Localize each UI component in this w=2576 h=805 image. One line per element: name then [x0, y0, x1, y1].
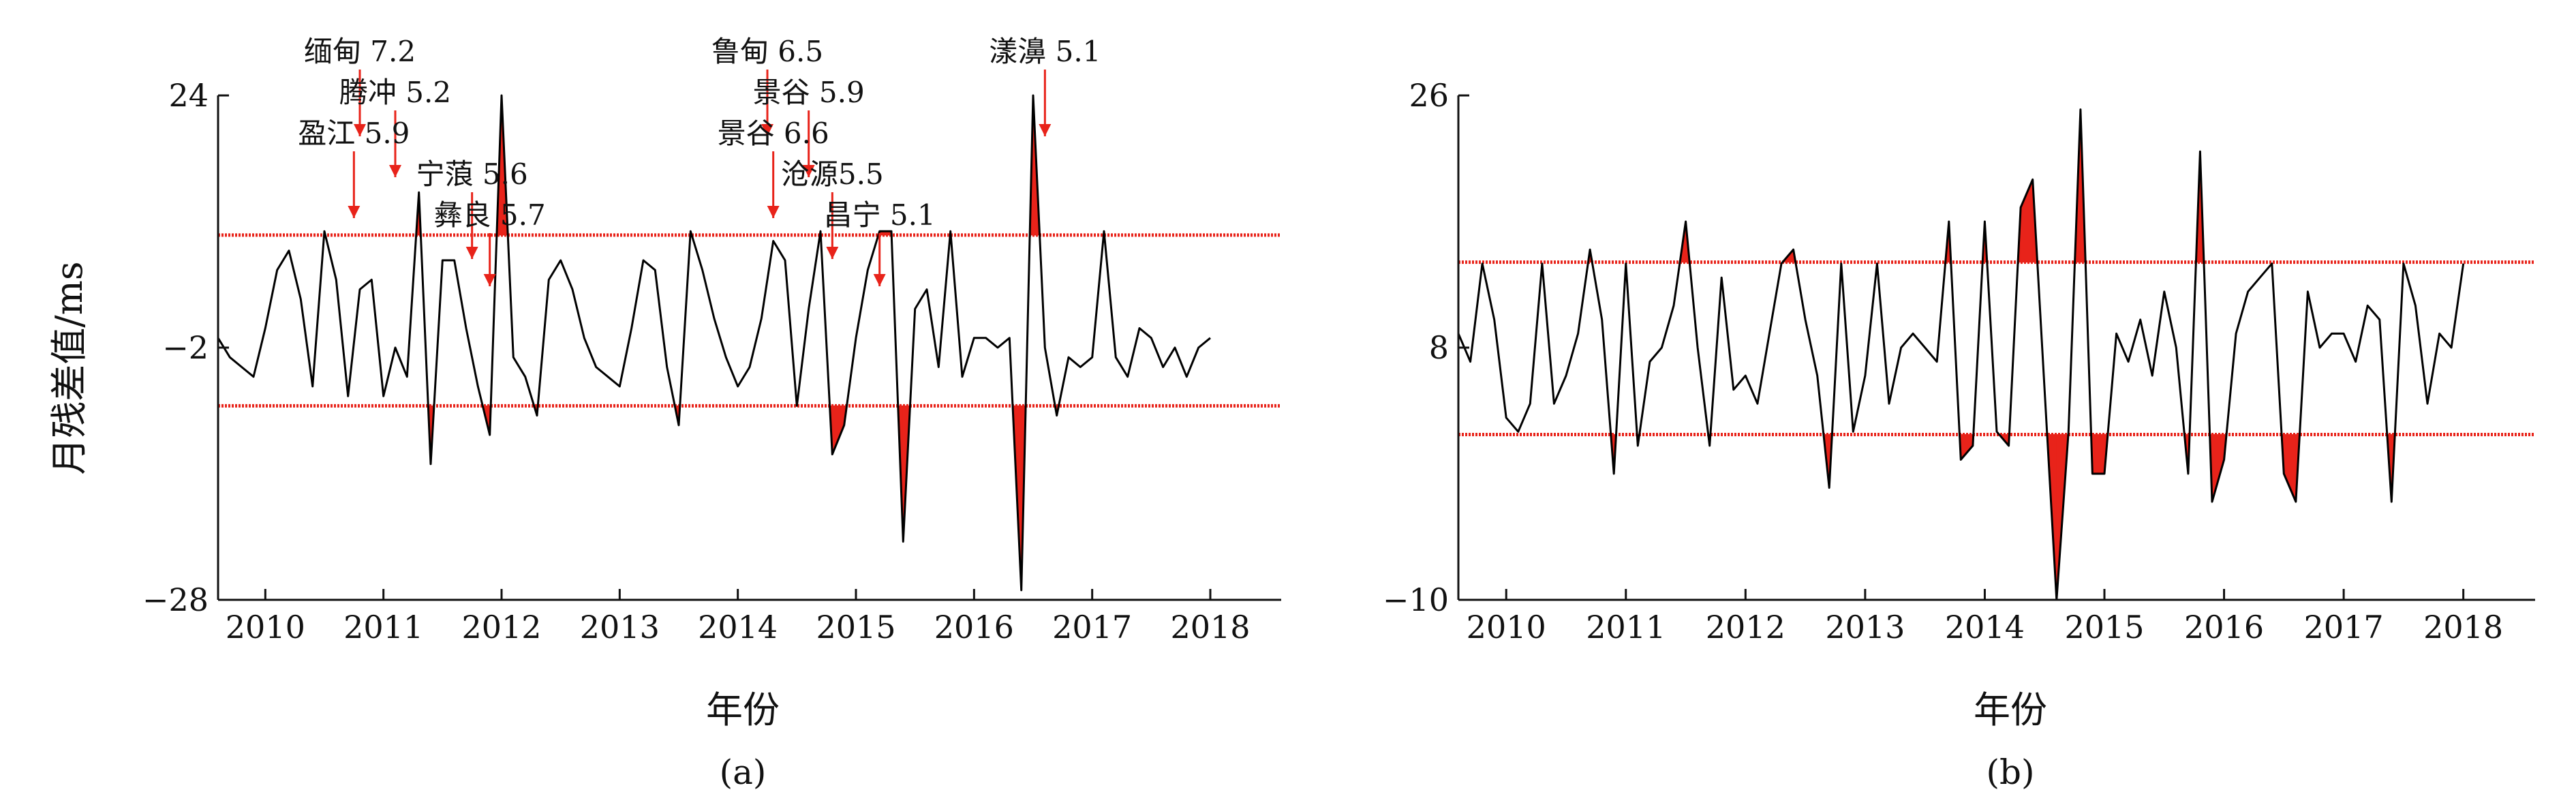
- event-arrow-head: [802, 165, 815, 177]
- y-tick-label: 8: [1429, 329, 1449, 366]
- panel-a-x-axis-label: 年份: [706, 688, 780, 731]
- panel-b-axes: 26 8 −10 2010 2011 2012 2013 2014 2015 2016 2017 20…: [1383, 77, 2535, 645]
- residual-series-line: [217, 94, 1211, 592]
- y-tick-label: −2: [162, 329, 209, 366]
- event-arrow-head: [761, 124, 773, 136]
- event-annotation-label: 昌宁 5.1: [824, 198, 936, 232]
- panel-b-x-axis-label: 年份: [1974, 688, 2047, 731]
- x-tick-label: 2018: [2423, 609, 2503, 645]
- x-tick-label: 2016: [934, 609, 1014, 645]
- event-annotation-label: 盈江 5.9: [298, 117, 410, 150]
- event-annotation-label: 鲁甸 6.5: [711, 35, 823, 68]
- panel-a-label: (a): [720, 753, 767, 792]
- y-tick-label: 24: [168, 77, 209, 114]
- event-annotation-label: 彝良 5.7: [434, 198, 546, 232]
- panel-b-series: [1457, 108, 2465, 601]
- panel-b: 26 8 −10 2010 2011 2012 2013 2014 2015 2016 2017 20…: [1383, 77, 2535, 792]
- x-tick-label: 2011: [1586, 609, 1666, 645]
- event-annotation-label: 漾濞 5.1: [989, 35, 1101, 68]
- panel-a-axes: 24 −2 −28 2010 2011 2012 2013 2014 2015 2016 2017 2…: [142, 77, 1281, 645]
- y-tick-label: 26: [1409, 77, 1449, 114]
- exceedance-fill: [2283, 434, 2297, 502]
- x-tick-label: 2010: [1467, 609, 1546, 645]
- x-tick-label: 2010: [226, 609, 305, 645]
- panel-b-thresholds: [1458, 260, 2535, 436]
- x-tick-label: 2013: [580, 609, 660, 645]
- event-arrow-head: [767, 206, 780, 218]
- event-annotation-label: 景谷 6.6: [718, 117, 829, 150]
- residual-series-line: [1457, 108, 2465, 601]
- panel-a: 24 −2 −28 2010 2011 2012 2013 2014 2015 2016 2017 2…: [142, 35, 1281, 792]
- x-tick-label: 2014: [698, 609, 778, 645]
- panel-a-annotations: 缅甸 7.2 腾冲 5.2 盈江 5.9宁蒗 5.6 彝良 5.7 鲁甸 6.5 景谷 5…: [298, 35, 1101, 286]
- x-tick-label: 2018: [1170, 609, 1250, 645]
- y-axis-label: 月残差值/ms: [48, 261, 91, 474]
- event-annotation-label: 沧源5.5: [781, 157, 884, 191]
- panel-a-thresholds: [218, 233, 1281, 408]
- event-arrow-head: [465, 247, 478, 259]
- x-tick-label: 2017: [1052, 609, 1132, 645]
- x-tick-label: 2014: [1945, 609, 2025, 645]
- event-arrow-head: [389, 165, 401, 177]
- event-arrow-head: [354, 124, 366, 136]
- x-tick-label: 2012: [1706, 609, 1785, 645]
- x-tick-label: 2017: [2304, 609, 2384, 645]
- y-tick-label: −10: [1383, 581, 1449, 618]
- event-annotation-label: 腾冲 5.2: [339, 76, 451, 109]
- y-tick-label: −28: [142, 581, 209, 618]
- x-tick-label: 2015: [2064, 609, 2144, 645]
- exceedance-fill: [2091, 434, 2105, 474]
- x-tick-label: 2012: [461, 609, 541, 645]
- panel-a-series: [217, 94, 1211, 592]
- x-tick-label: 2015: [816, 609, 895, 645]
- x-tick-label: 2016: [2184, 609, 2264, 645]
- event-arrow-head: [873, 274, 886, 286]
- event-arrow-head: [826, 247, 839, 259]
- event-annotation-label: 景谷 5.9: [753, 76, 865, 109]
- event-arrow-head: [1039, 124, 1052, 136]
- event-annotation-label: 宁蒗 5.6: [416, 157, 528, 191]
- x-tick-label: 2011: [343, 609, 423, 645]
- event-arrow-head: [483, 274, 496, 286]
- panel-b-label: (b): [1986, 753, 2034, 792]
- event-arrow-head: [348, 206, 361, 218]
- x-tick-label: 2013: [1825, 609, 1905, 645]
- event-annotation-label: 缅甸 7.2: [304, 35, 416, 68]
